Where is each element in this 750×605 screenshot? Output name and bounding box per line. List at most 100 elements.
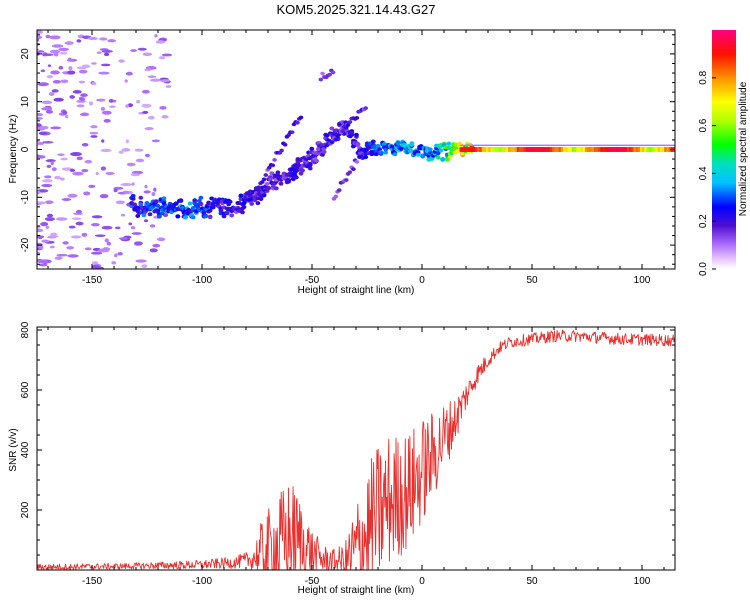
spectrogram-noise-blob bbox=[38, 245, 44, 250]
spectrogram-noise-blob bbox=[100, 63, 111, 67]
spectrogram-noise-blob bbox=[37, 156, 46, 159]
spectrogram-noise-blob bbox=[151, 139, 160, 143]
colorbar-label: Normalized spectral amplitude bbox=[738, 81, 749, 216]
spectrogram-noise-blob bbox=[40, 222, 49, 227]
spectrogram-branch-blob bbox=[329, 140, 335, 145]
spectrogram-noise-blob bbox=[141, 103, 152, 108]
spectrogram-noise-blob bbox=[135, 158, 145, 163]
spectrogram-noise-blob bbox=[94, 234, 106, 237]
spectrogram-ridge-blob bbox=[383, 150, 389, 155]
spectrogram-noise-blob bbox=[69, 95, 76, 99]
spectrogram-noise-blob bbox=[137, 47, 147, 51]
spectrogram-noise-blob bbox=[44, 217, 55, 222]
spectrogram-noise-blob bbox=[128, 222, 133, 226]
spectrogram-noise-blob bbox=[81, 142, 89, 147]
spectrogram-noise-blob bbox=[156, 237, 166, 242]
spectrogram-ridge-blob bbox=[255, 201, 261, 206]
spectrogram-noise-blob bbox=[44, 175, 52, 179]
spectrogram-x-tick-label: 50 bbox=[526, 275, 538, 286]
spectrogram-x-tick-label: -150 bbox=[82, 275, 102, 286]
snr-y-axis-label: SNR (v/v) bbox=[8, 428, 19, 471]
spectrogram-noise-blob bbox=[50, 245, 55, 249]
spectrogram-noise-blob bbox=[46, 75, 54, 79]
spectrogram-noise-blob bbox=[130, 173, 141, 177]
colorbar-tick-label: 0.8 bbox=[698, 70, 709, 84]
spectrogram-ridge-blob bbox=[130, 196, 136, 201]
spectrogram-noise-blob bbox=[37, 48, 40, 52]
spectrogram-noise-blob bbox=[42, 179, 53, 183]
spectrogram-ridge-blob bbox=[240, 210, 245, 215]
spectrogram-noise-blob bbox=[96, 51, 102, 54]
spectrogram-y-tick-label: -20 bbox=[20, 237, 31, 252]
spectrogram-noise-blob bbox=[61, 198, 72, 201]
spectrogram-noise-blob bbox=[68, 225, 76, 229]
snr-x-tick-label: -50 bbox=[305, 576, 320, 587]
spectrogram-noise-blob bbox=[37, 139, 40, 143]
spectrogram-noise-blob bbox=[107, 39, 116, 43]
spectrogram-noise-blob bbox=[88, 184, 96, 189]
spectrogram-noise-blob bbox=[101, 139, 105, 143]
spectrogram-y-tick-label: -10 bbox=[20, 190, 31, 205]
spectrogram-noise-blob bbox=[48, 92, 55, 96]
spectrogram-ridge-blob bbox=[435, 155, 441, 160]
spectrogram-noise-blob bbox=[91, 215, 103, 219]
spectrogram-noise-blob bbox=[149, 224, 156, 228]
spectrogram-noise-blob bbox=[84, 247, 92, 251]
spectrogram-ridge-blob bbox=[374, 152, 379, 157]
colorbar-ticks: 0.0 0.2 0.4 0.6 0.8 bbox=[698, 70, 716, 276]
spectrogram-ridge-blob bbox=[258, 196, 264, 201]
spectrogram-noise-blob bbox=[37, 116, 43, 120]
spectrogram-noise-blob bbox=[151, 192, 156, 197]
spectrogram-noise-blob bbox=[59, 177, 65, 181]
spectrogram-noise-blob bbox=[41, 107, 53, 111]
spectrogram-noise-blob bbox=[37, 201, 47, 205]
spectrogram-noise-blob bbox=[41, 100, 53, 105]
spectrogram-ridge-blob bbox=[409, 141, 415, 146]
snr-y-tick-label: 200 bbox=[20, 501, 31, 518]
spectrogram-noise-blob bbox=[81, 232, 88, 237]
spectrogram-branch-blob bbox=[347, 170, 353, 175]
spectrogram-noise-blob bbox=[165, 85, 172, 88]
spectrogram-ridge-blob bbox=[455, 148, 461, 153]
spectrogram-noise-blob bbox=[52, 80, 62, 84]
spectrogram-noise-blob bbox=[37, 142, 45, 145]
spectrogram-branch-blob bbox=[319, 143, 324, 147]
spectrogram-noise-blob bbox=[104, 238, 109, 243]
spectrogram-ridge-blob bbox=[203, 214, 208, 219]
snr-x-tick-label: 50 bbox=[526, 576, 538, 587]
spectrogram-ridge-blob bbox=[298, 171, 304, 176]
spectrogram-branch-blob bbox=[282, 142, 288, 147]
spectrogram-noise-blob bbox=[37, 30, 43, 35]
spectrogram-ridge-blob bbox=[309, 146, 315, 151]
snr-y-tick-label: 400 bbox=[20, 441, 31, 458]
spectrogram-noise-blob bbox=[51, 44, 64, 48]
spectrogram-ridge-blob bbox=[218, 208, 224, 213]
spectrogram-ridge-blob bbox=[161, 196, 167, 201]
spectrogram-noise-blob bbox=[134, 148, 144, 152]
spectrogram-noise-blob bbox=[143, 219, 149, 223]
spectrogram-branch-blob bbox=[318, 77, 324, 82]
spectrogram-noise-blob bbox=[78, 80, 86, 84]
spectrogram-noise-blob bbox=[57, 153, 65, 157]
spectrogram-branch-blob bbox=[256, 185, 262, 190]
spectrogram-ridge-blob bbox=[293, 175, 299, 180]
spectrogram-noise-blob bbox=[45, 34, 51, 39]
spectrogram-branch-blob bbox=[263, 173, 269, 177]
spectrogram-noise-blob bbox=[90, 135, 98, 138]
spectrogram-noise-blob bbox=[125, 71, 133, 76]
spectrogram-noise-blob bbox=[58, 65, 64, 70]
spectrogram-ridge-blob bbox=[224, 210, 230, 215]
spectrogram-noise-blob bbox=[158, 56, 166, 60]
colorbar: 0.0 0.2 0.4 0.6 0.8 Normalized spectral ampl… bbox=[698, 30, 749, 276]
spectrogram-branch-blob bbox=[270, 163, 276, 168]
spectrogram-noise-blob bbox=[100, 148, 112, 153]
spectrogram-ridge-blob bbox=[329, 126, 335, 131]
spectrogram-noise-blob bbox=[103, 52, 110, 57]
spectrogram-ridge-blob bbox=[178, 198, 184, 203]
spectrogram-noise-blob bbox=[50, 126, 62, 130]
spectrogram-noise-blob bbox=[76, 39, 82, 43]
spectrogram-noise-blob bbox=[98, 71, 110, 75]
spectrogram-noise-blob bbox=[37, 190, 41, 195]
spectrogram-ridge-blob bbox=[238, 194, 244, 199]
spectrogram-noise-blob bbox=[60, 157, 68, 161]
